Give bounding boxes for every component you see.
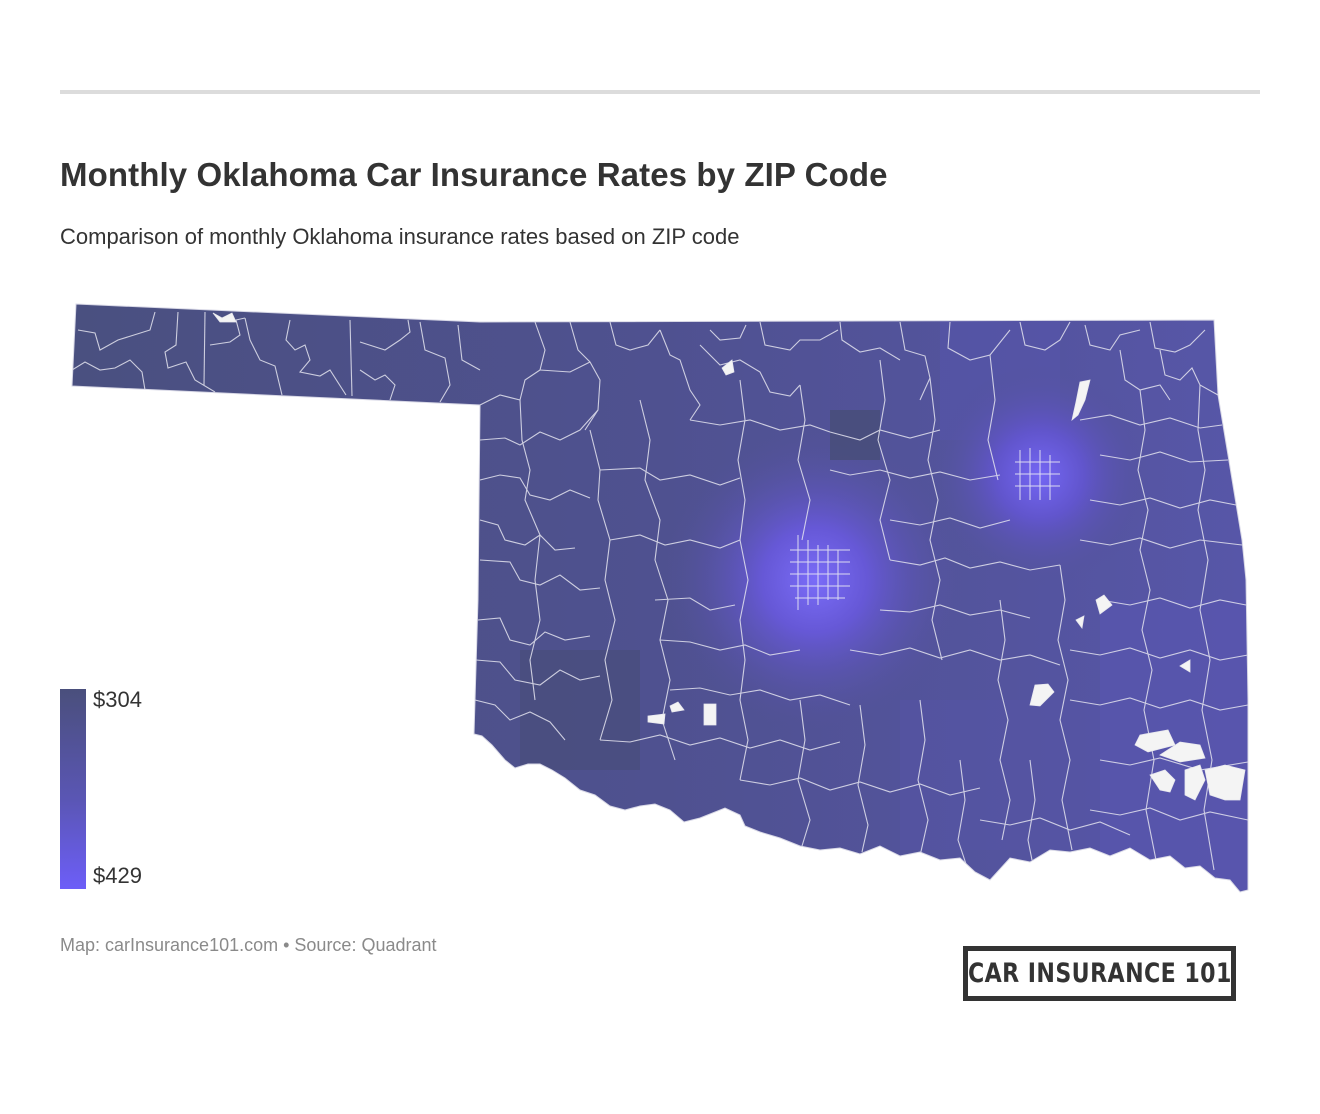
legend-min-label: $429 (93, 863, 142, 888)
top-divider (60, 90, 1260, 94)
legend-gradient-bar (60, 689, 86, 889)
page-subtitle: Comparison of monthly Oklahoma insurance… (60, 224, 740, 249)
brand-logo: CAR INSURANCE 101 (963, 946, 1236, 1001)
legend-max-label: $304 (93, 687, 142, 712)
choropleth-map (0, 280, 1320, 920)
source-credits: Map: carInsurance101.com • Source: Quadr… (60, 935, 437, 955)
logo-text: CAR INSURANCE 101 (967, 958, 1232, 989)
page-title: Monthly Oklahoma Car Insurance Rates by … (60, 156, 888, 193)
